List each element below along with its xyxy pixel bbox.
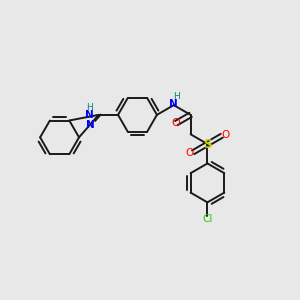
Text: N: N: [85, 110, 94, 120]
Text: O: O: [185, 148, 194, 158]
Text: H: H: [86, 103, 93, 112]
Text: H: H: [173, 92, 180, 101]
Text: N: N: [169, 99, 178, 109]
Text: N: N: [86, 120, 95, 130]
Text: O: O: [221, 130, 230, 140]
Text: O: O: [171, 118, 180, 128]
Text: S: S: [203, 137, 212, 151]
Text: Cl: Cl: [202, 214, 213, 224]
